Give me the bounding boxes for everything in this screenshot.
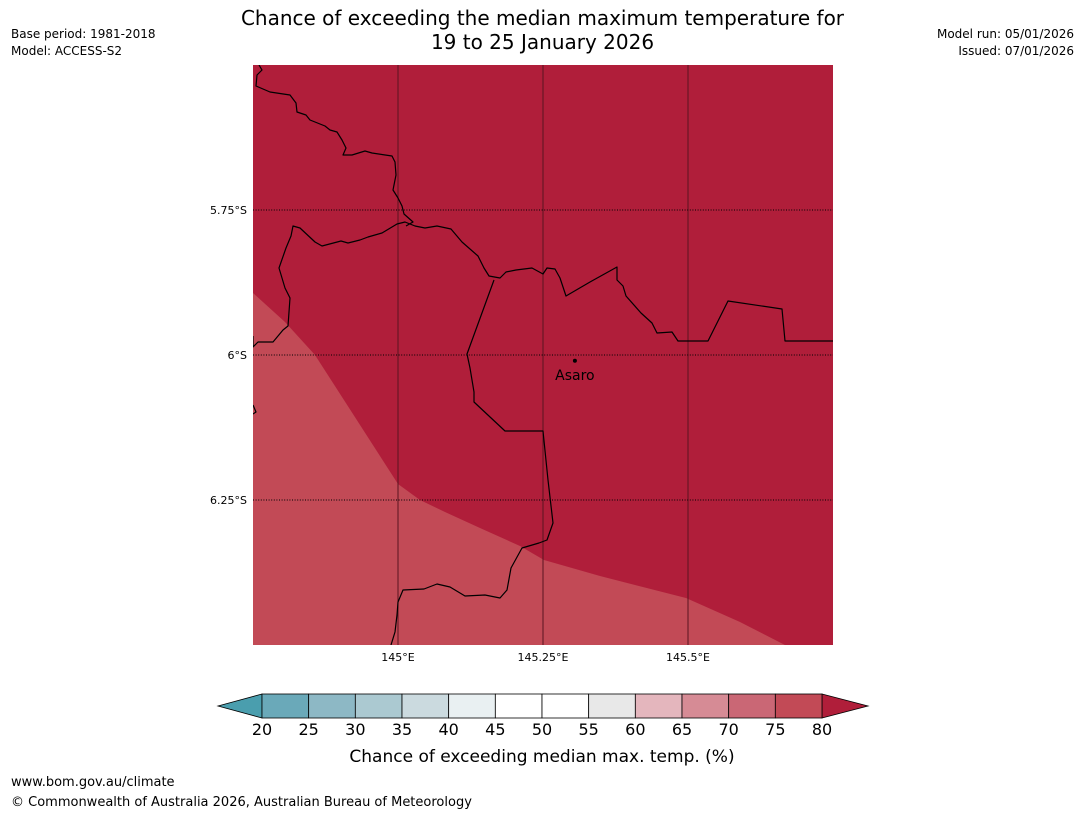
colorbar-under-arrow — [216, 693, 263, 719]
colorbar-tick-label: 50 — [532, 720, 552, 739]
colorbar-title: Chance of exceeding median max. temp. (%… — [349, 747, 734, 767]
title-line-2: 19 to 25 January 2026 — [430, 30, 655, 54]
model-run-text: Model run: 05/01/2026 — [936, 27, 1074, 41]
colorbar-tick-label: 80 — [812, 720, 832, 739]
colorbar-tick-label: 20 — [252, 720, 272, 739]
border-path-west-stub — [253, 404, 257, 415]
colorbar-tick-label: 70 — [718, 720, 738, 739]
colorbar-tick-label: 65 — [672, 720, 692, 739]
lon-tick-label: 145°E — [381, 651, 414, 664]
border-path-province — [253, 221, 833, 348]
colorbar-cell — [774, 693, 823, 719]
footer-url[interactable]: www.bom.gov.au/climate — [11, 775, 175, 790]
colorbar-tick-label: 35 — [392, 720, 412, 739]
model-text: Model: ACCESS-S2 — [11, 44, 123, 58]
colorbar-over-arrow — [821, 693, 870, 719]
lat-tick-label: 6°S — [228, 349, 247, 362]
colorbar: 20 25 30 35 40 45 50 55 60 65 70 75 80 Chance of exc… — [216, 693, 870, 767]
latitude-labels: 5.75°S 6°S 6.25°S — [210, 204, 247, 507]
gridlines — [253, 65, 833, 645]
colorbar-cell — [541, 693, 590, 719]
colorbar-cell — [354, 693, 403, 719]
colorbar-tick-label: 40 — [438, 720, 458, 739]
colorbar-cell — [494, 693, 543, 719]
zone-75-80 — [253, 293, 785, 645]
base-period-text: Base period: 1981-2018 — [11, 27, 156, 41]
town-label: Asaro — [555, 368, 594, 384]
town-marker — [572, 358, 577, 363]
colorbar-tick-label: 60 — [625, 720, 645, 739]
longitude-labels: 145°E 145.25°E 145.5°E — [381, 651, 710, 664]
lon-tick-label: 145.5°E — [666, 651, 710, 664]
colorbar-tick-label: 30 — [345, 720, 365, 739]
meta-left: Base period: 1981-2018 Model: ACCESS-S2 — [11, 26, 156, 60]
colorbar-tick-label: 55 — [578, 720, 598, 739]
colorbar-cell — [634, 693, 683, 719]
meta-right: Model run: 05/01/2026 Issued: 07/01/2026 — [937, 26, 1074, 60]
colorbar-tick-label: 25 — [298, 720, 318, 739]
colorbar-cell — [728, 693, 776, 719]
chart-title: Chance of exceeding the median maximum t… — [0, 6, 1085, 54]
lat-tick-label: 5.75°S — [210, 204, 247, 217]
border-path-district — [390, 279, 554, 645]
colorbar-tick-label: 45 — [485, 720, 505, 739]
lat-tick-label: 6.25°S — [210, 494, 247, 507]
colorbar-cell — [448, 693, 496, 719]
coastline — [253, 65, 833, 645]
colorbar-cell — [401, 693, 450, 719]
footer-copyright: © Commonwealth of Australia 2026, Austra… — [11, 795, 472, 810]
lon-tick-label: 145.25°E — [518, 651, 569, 664]
colorbar-tick-label: 75 — [765, 720, 785, 739]
colorbar-cell — [588, 693, 636, 719]
title-line-1: Chance of exceeding the median maximum t… — [240, 6, 845, 30]
colorbar-cell — [308, 693, 356, 719]
issued-text: Issued: 07/01/2026 — [958, 44, 1074, 58]
colorbar-cell — [681, 693, 730, 719]
colorbar-cell — [261, 693, 310, 719]
border-path-north — [255, 65, 414, 227]
